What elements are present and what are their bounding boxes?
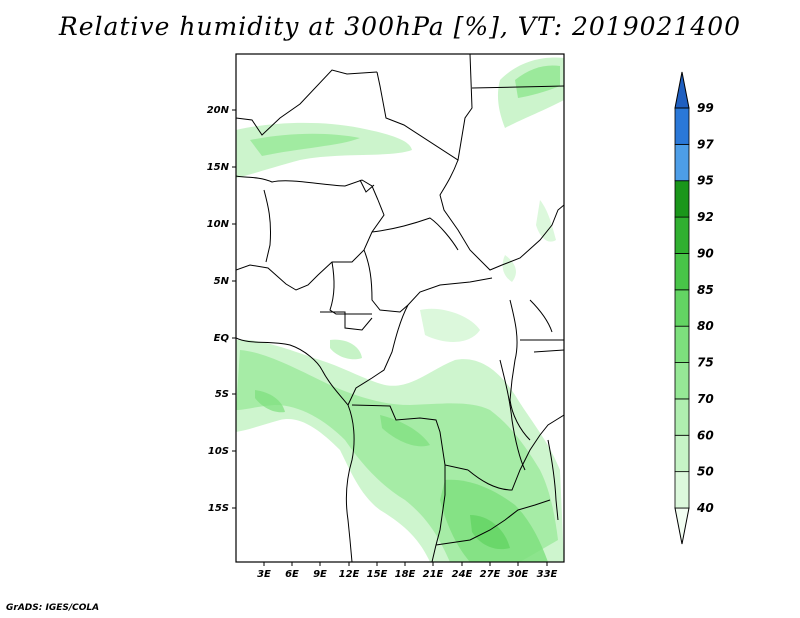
colorbar-level-label: 50 — [697, 465, 714, 479]
colorbar-level-label: 75 — [697, 356, 714, 370]
colorbar-box — [674, 180, 690, 218]
humidity-shading — [236, 57, 564, 562]
colorbar-box — [674, 289, 690, 327]
lat-label: 10N — [207, 219, 230, 230]
colorbar-box — [674, 325, 690, 363]
colorbar-level-label: 90 — [697, 246, 714, 260]
colorbar-box — [674, 398, 690, 436]
lon-label: 27E — [480, 569, 501, 580]
colorbar-level-label: 97 — [697, 137, 714, 151]
colorbar-level-label: 70 — [697, 392, 714, 406]
colorbar-top-triangle — [674, 71, 690, 109]
colorbar-level-label: 85 — [697, 283, 714, 297]
lon-label: 3E — [257, 569, 271, 580]
map-title: Relative humidity at 300hPa [%], VT: 201… — [58, 12, 742, 41]
lon-label: 12E — [339, 569, 360, 580]
colorbar-level-label: 95 — [697, 174, 714, 188]
colorbar-level-label: 80 — [697, 319, 714, 333]
credit-text: GrADS: IGES/COLA — [6, 603, 100, 613]
colorbar-box — [674, 143, 690, 182]
lon-label: 21E — [423, 569, 444, 580]
latitude-axis: 20N 15N 10N 5N EQ 5S 10S 15S — [207, 105, 236, 514]
lon-label: 6E — [285, 569, 299, 580]
colorbar-level-label: 92 — [697, 210, 714, 224]
colorbar-bottom-triangle — [674, 507, 690, 545]
colorbar-box — [674, 216, 690, 254]
lat-label: 15S — [208, 503, 229, 514]
lat-label: 5S — [215, 389, 229, 400]
colorbar-level-label: 60 — [697, 428, 714, 442]
lon-label: 24E — [452, 569, 473, 580]
colorbar-level-label: 99 — [697, 101, 714, 115]
lat-label: 20N — [207, 105, 230, 116]
lat-label: 10S — [208, 446, 229, 457]
colorbar-box — [674, 253, 690, 291]
longitude-axis: 3E 6E 9E 12E 15E 18E 21E 24E 27E 30E 33E — [257, 562, 558, 580]
lat-label: 15N — [207, 162, 230, 173]
lon-label: 30E — [508, 569, 529, 580]
map-frame — [235, 53, 565, 563]
lon-label: 15E — [367, 569, 388, 580]
lat-label: 5N — [214, 276, 230, 287]
colorbar-box — [674, 362, 690, 400]
colorbar-box — [674, 434, 690, 473]
colorbar-box — [674, 471, 690, 509]
colorbar-level-label: 40 — [696, 501, 714, 515]
colorbar-box — [674, 107, 690, 145]
country-borders — [236, 54, 564, 562]
lon-label: 18E — [395, 569, 416, 580]
colorbar: 40 50 60 70 75 80 85 90 92 95 97 99 — [674, 71, 714, 545]
lat-label: EQ — [214, 333, 230, 344]
lon-label: 9E — [313, 569, 327, 580]
lon-label: 33E — [537, 569, 558, 580]
